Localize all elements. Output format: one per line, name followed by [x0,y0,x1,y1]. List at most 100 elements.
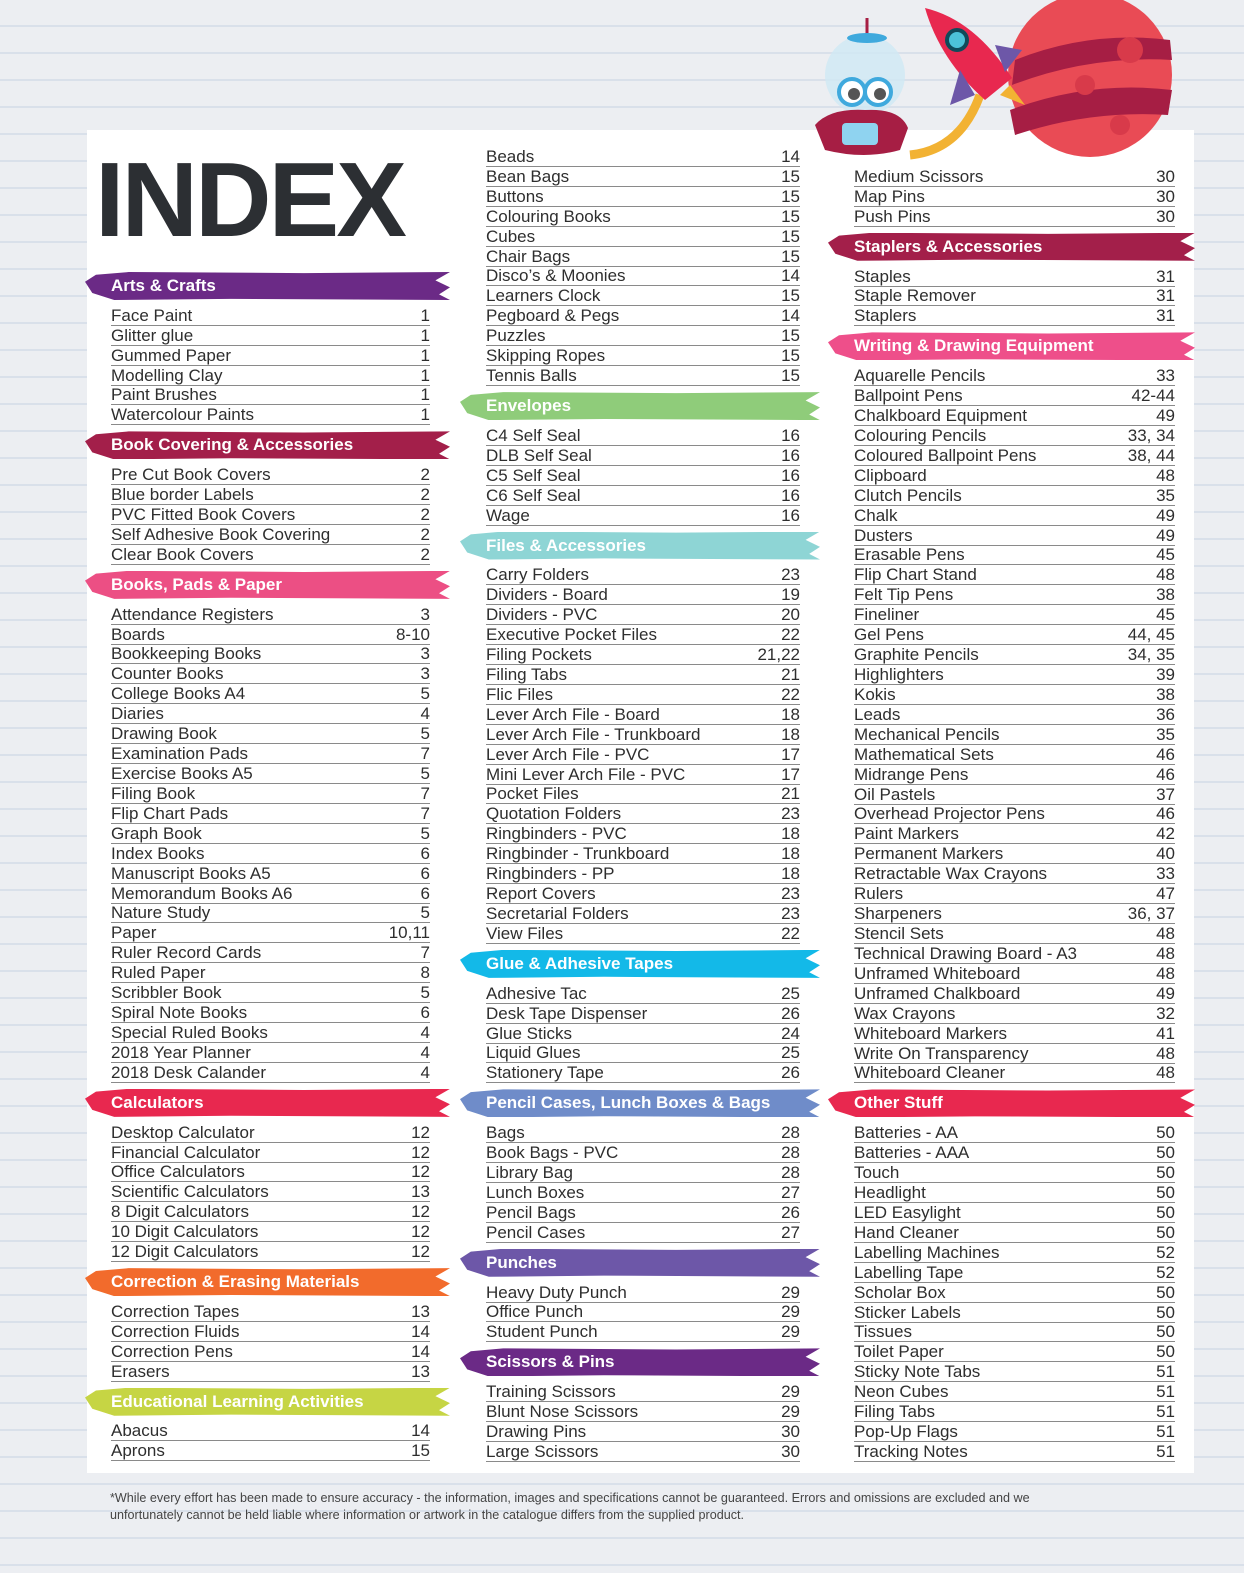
entry-label: Aprons [111,1441,165,1461]
index-entry: Nature Study 5 [111,904,430,924]
index-entry: Batteries - AA 50 [854,1123,1175,1144]
entry-page: 21 [781,784,800,804]
entry-label: Attendance Registers [111,604,274,624]
entry-page: 7 [420,943,430,963]
entry-page: 3 [420,604,430,624]
entry-label: Drawing Book [111,724,217,744]
index-entry: Felt Tip Pens 38 [854,585,1175,606]
index-section: Calculators Desktop Calculator 12 Financial… [85,1083,450,1263]
entry-page: 40 [1156,844,1175,864]
entry-label: Neon Cubes [854,1382,949,1402]
entry-label: Labelling Machines [854,1242,1000,1262]
entry-page: 15 [781,206,800,226]
index-entry: Medium Scissors 30 [854,167,1175,187]
index-entry: Lever Arch File - Trunkboard 18 [486,725,800,745]
entry-label: Dusters [854,525,913,545]
entry-label: Blue border Labels [111,485,254,505]
index-entry: Ringbinders - PP 18 [486,864,800,885]
index-entry: 8 Digit Calculators 12 [111,1202,430,1223]
entry-page: 13 [411,1301,430,1321]
index-entry: Retractable Wax Crayons 33 [854,864,1175,885]
index-section: Arts & Crafts Face Paint 1 Glitter glue 1 Gum… [85,266,450,426]
entry-label: College Books A4 [111,684,246,704]
section-title: Scissors & Pins [460,1348,820,1377]
index-section: Pencil Cases, Lunch Boxes & Bags Bags 28 Bo… [460,1083,820,1243]
index-entry: Clear Book Covers 2 [111,545,430,565]
index-section: Files & Accessories Carry Folders 23 Divide… [460,526,820,944]
index-entry: C6 Self Seal 16 [486,486,800,506]
entry-label: 12 Digit Calculators [111,1242,259,1262]
entry-page: 25 [781,1043,800,1063]
index-entry: Financial Calculator 12 [111,1143,430,1163]
entry-page: 29 [781,1322,800,1342]
entry-page: 47 [1156,884,1175,904]
entry-label: Unframed Whiteboard [854,963,1021,983]
entry-page: 15 [781,326,800,346]
entry-page: 48 [1156,465,1175,485]
index-entry: Pocket Files 21 [486,785,800,805]
entry-page: 38 [1156,684,1175,704]
entry-label: Ringbinders - PVC [486,824,627,844]
entry-page: 22 [781,684,800,704]
entry-page: 44, 45 [1127,625,1175,645]
entry-label: Erasers [111,1361,170,1381]
entry-page: 27 [781,1222,800,1242]
entry-label: Dividers - PVC [486,605,598,625]
index-entry: Self Adhesive Book Covering 2 [111,525,430,545]
entry-page: 5 [420,903,430,923]
entry-page: 6 [420,843,430,863]
index-entry: Carry Folders 23 [486,565,800,586]
entry-label: Index Books [111,843,205,863]
index-entry: Student Punch 29 [486,1322,800,1343]
entry-page: 52 [1156,1262,1175,1282]
entry-label: Stencil Sets [854,923,944,943]
entry-page: 1 [420,385,430,405]
entry-page: 33, 34 [1127,425,1175,445]
entry-page: 50 [1156,1182,1175,1202]
index-entry: Sticker Labels 50 [854,1303,1175,1323]
index-entry: Technical Drawing Board - A3 48 [854,944,1175,964]
entry-page: 12 [411,1222,430,1242]
entry-page: 10,11 [388,923,430,943]
index-entry: Colouring Pencils 33, 34 [854,426,1175,446]
entry-page: 14 [411,1321,430,1341]
index-entry: Lever Arch File - Board 18 [486,705,800,725]
index-entry: Labelling Tape 52 [854,1263,1175,1283]
entry-label: Disco’s & Moonies [486,266,626,286]
entry-label: LED Easylight [854,1202,961,1222]
entry-page: 14 [781,146,800,166]
index-entry: Staple Remover 31 [854,287,1175,307]
entry-page: 49 [1156,525,1175,545]
entry-label: Secretarial Folders [486,903,629,923]
index-entry: Whiteboard Markers 41 [854,1024,1175,1044]
entry-page: 3 [420,644,430,664]
index-entry: Ruled Paper 8 [111,963,430,984]
entry-label: Self Adhesive Book Covering [111,524,331,544]
entry-label: Fineliner [854,605,920,625]
index-entry: Write On Transparency 48 [854,1044,1175,1064]
entry-label: Abacus [111,1421,168,1441]
section-header: Pencil Cases, Lunch Boxes & Bags [460,1083,820,1123]
section-header: Educational Learning Activities [85,1382,450,1422]
entry-label: Modelling Clay [111,365,223,385]
index-section: Beads 14 Bean Bags 15 Buttons 15 Colouring Boo… [486,146,800,387]
entry-page: 19 [781,585,800,605]
entry-label: Examination Pads [111,744,249,764]
entry-label: Mechanical Pencils [854,724,1000,744]
entry-page: 17 [781,764,800,784]
entry-label: Desk Tape Dispenser [486,1003,648,1023]
entry-label: Toilet Paper [854,1342,944,1362]
entry-label: Aquarelle Pencils [854,366,986,386]
entry-page: 5 [420,764,430,784]
index-entry: Examination Pads 7 [111,744,430,765]
entry-page: 29 [781,1402,800,1422]
index-entry: Report Covers 23 [486,884,800,905]
entry-page: 29 [781,1302,800,1322]
index-entry: Overhead Projector Pens 46 [854,805,1175,825]
section-header: Punches [460,1243,820,1283]
entry-label: Lever Arch File - Trunkboard [486,724,701,744]
index-column-1: Arts & Crafts Face Paint 1 Glitter glue 1 Gum… [85,266,450,1462]
index-entry: Filing Tabs 21 [486,665,800,685]
entry-label: Dividers - Board [486,585,608,605]
entry-label: Puzzles [486,326,546,346]
